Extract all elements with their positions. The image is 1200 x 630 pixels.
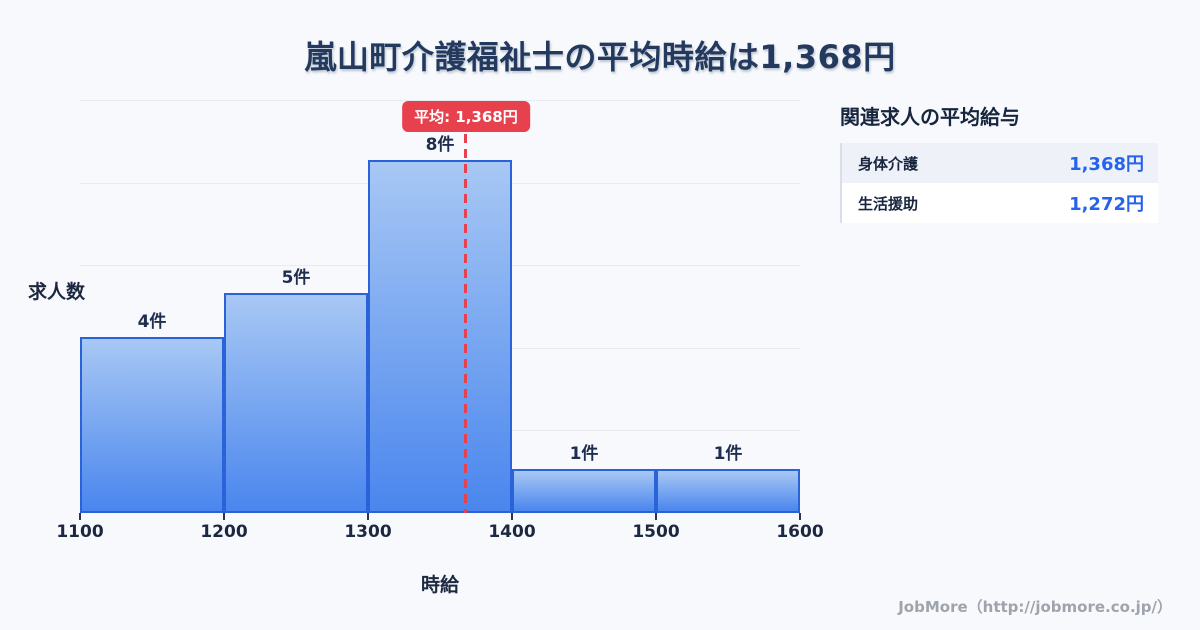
x-tick-label: 1200 [200, 522, 248, 542]
x-axis-label: 時給 [420, 574, 459, 596]
related-jobs-table: 身体介護 1,368円 生活援助 1,272円 [840, 143, 1158, 223]
bar-count-label: 5件 [281, 267, 311, 288]
x-tick-mark [799, 513, 801, 520]
x-tick-label: 1500 [632, 522, 680, 542]
bar-count-label: 1件 [713, 443, 743, 464]
table-row: 生活援助 1,272円 [842, 183, 1158, 223]
related-jobs-heading: 関連求人の平均給与 [840, 105, 1020, 129]
bar-count-label: 8件 [425, 135, 455, 156]
job-type-label: 身体介護 [858, 154, 919, 173]
job-type-label: 生活援助 [858, 194, 919, 213]
x-tick-label: 1100 [56, 522, 104, 542]
histogram-bar [224, 292, 368, 513]
histogram-bar [368, 160, 512, 513]
y-axis-label: 求人数 [28, 281, 86, 303]
job-wage-value: 1,368円 [1069, 154, 1144, 175]
x-tick-mark [511, 513, 513, 520]
x-tick-mark [223, 513, 225, 520]
histogram-bar [80, 336, 224, 513]
job-wage-value: 1,272円 [1069, 194, 1144, 215]
x-tick-mark [655, 513, 657, 520]
gridline [80, 100, 800, 101]
average-badge: 平均: 1,368円 [402, 101, 530, 132]
table-row: 身体介護 1,368円 [842, 143, 1158, 183]
x-tick-label: 1600 [776, 522, 824, 542]
x-tick-mark [79, 513, 81, 520]
histogram-plot-area: 4件 5件 8件 1件 1件 1100 1200 1300 1400 1500 1600 平均: 1,… [56, 100, 824, 542]
bar-count-label: 4件 [137, 311, 167, 332]
average-line [464, 134, 468, 513]
histogram-bar [512, 468, 656, 513]
x-tick-mark [367, 513, 369, 520]
site-credit: JobMore（http://jobmore.co.jp/） [898, 598, 1172, 616]
page-title: 嵐山町介護福祉士の平均時給は1,368円 [304, 38, 896, 76]
bar-count-label: 1件 [569, 443, 599, 464]
histogram-bar [656, 468, 800, 513]
x-tick-label: 1300 [344, 522, 392, 542]
x-tick-label: 1400 [488, 522, 536, 542]
